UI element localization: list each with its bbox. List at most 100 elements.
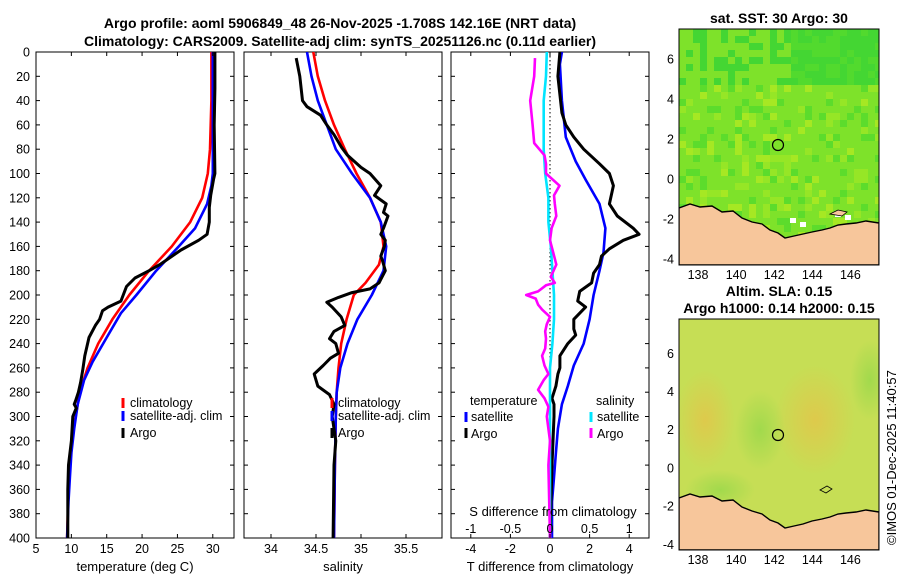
- sst-cell: [861, 113, 868, 120]
- sst-cell: [833, 155, 840, 162]
- map-x-tick-label: 140: [726, 553, 747, 567]
- sst-cell: [819, 29, 826, 36]
- sst-cell: [826, 120, 833, 127]
- sst-cell: [770, 57, 777, 64]
- sst-cell: [868, 50, 875, 57]
- sst-cell: [840, 99, 847, 106]
- sst-cell: [777, 78, 784, 85]
- sst-cell: [707, 141, 714, 148]
- legend-label-climatology: climatology: [130, 396, 193, 410]
- sst-cell: [875, 120, 879, 127]
- sla-anomaly-low: [735, 390, 785, 470]
- sst-cell: [756, 176, 763, 183]
- x2-tick-label: 0.5: [581, 522, 598, 536]
- sst-cell: [875, 211, 879, 218]
- y-tick-label: 360: [9, 483, 30, 497]
- sst-cell: [840, 29, 847, 36]
- sst-cell: [847, 43, 854, 50]
- sst-cell: [840, 64, 847, 71]
- sst-cell: [826, 141, 833, 148]
- sst-cell: [749, 106, 756, 113]
- sst-cell: [749, 211, 756, 218]
- sst-cell: [735, 148, 742, 155]
- sst-cell: [826, 99, 833, 106]
- sst-cell: [840, 36, 847, 43]
- sst-cell: [826, 36, 833, 43]
- sst-cell: [742, 169, 749, 176]
- sst-cell: [700, 197, 707, 204]
- sst-cell: [742, 113, 749, 120]
- sla-map-title: Altim. SLA: 0.15: [726, 283, 833, 299]
- x-tick-label: 20: [135, 542, 149, 556]
- sst-cell: [763, 141, 770, 148]
- sst-cell: [686, 176, 693, 183]
- map-x-tick-label: 142: [764, 553, 785, 567]
- sst-cell: [749, 197, 756, 204]
- sst-cell: [742, 78, 749, 85]
- y-tick-label: 260: [9, 361, 30, 375]
- sst-cell: [728, 141, 735, 148]
- map-y-tick-label: -2: [663, 500, 674, 514]
- sst-cell: [714, 155, 721, 162]
- sst-cell: [679, 176, 686, 183]
- map-y-tick-label: -4: [663, 538, 674, 552]
- sst-cell: [728, 71, 735, 78]
- sst-cell: [826, 155, 833, 162]
- sst-cell: [693, 148, 700, 155]
- sst-cell: [875, 106, 879, 113]
- sst-cell: [805, 36, 812, 43]
- sst-cell: [861, 127, 868, 134]
- sst-cell: [805, 29, 812, 36]
- map-y-tick-label: 2: [667, 423, 674, 437]
- sst-cell: [840, 169, 847, 176]
- sst-cell: [861, 169, 868, 176]
- sst-cell: [784, 29, 791, 36]
- sst-cell: [721, 57, 728, 64]
- sst-cell: [700, 43, 707, 50]
- sst-cell: [861, 71, 868, 78]
- sst-cell: [798, 106, 805, 113]
- sst-cell: [791, 29, 798, 36]
- sst-cell: [798, 36, 805, 43]
- sst-cell: [875, 85, 879, 92]
- sst-cell: [819, 36, 826, 43]
- sst-cell: [686, 183, 693, 190]
- sst-cell: [749, 57, 756, 64]
- y-tick-label: 40: [16, 94, 30, 108]
- sst-cell: [763, 176, 770, 183]
- sst-cell: [770, 99, 777, 106]
- sst-cell: [791, 50, 798, 57]
- sst-cell: [777, 57, 784, 64]
- map-y-tick-label: 0: [667, 461, 674, 475]
- difference-plot: [524, 52, 641, 538]
- sst-cell: [749, 204, 756, 211]
- sst-cell: [742, 162, 749, 169]
- legend-title-temperature: temperature: [470, 394, 537, 408]
- sst-cell: [679, 78, 686, 85]
- sst-cell: [756, 155, 763, 162]
- sst-cell: [854, 36, 861, 43]
- sst-cell: [812, 71, 819, 78]
- sst-cell: [693, 155, 700, 162]
- map-x-tick-label: 138: [688, 553, 709, 567]
- sst-cell: [819, 190, 826, 197]
- sst-missing-cell: [845, 215, 851, 220]
- sst-cell: [798, 127, 805, 134]
- sst-cell: [721, 134, 728, 141]
- sla-argo-location-marker: [771, 428, 785, 442]
- x-tick-label: 35.5: [394, 542, 418, 556]
- sst-cell: [756, 92, 763, 99]
- map-y-tick-label: 6: [667, 347, 674, 361]
- sst-cell: [714, 190, 721, 197]
- y-tick-label: 400: [9, 532, 30, 546]
- legend-label-satellite: satellite-adj. clim: [338, 409, 430, 423]
- sst-cell: [861, 120, 868, 127]
- sst-cell: [861, 85, 868, 92]
- sst-cell: [812, 197, 819, 204]
- sst-cell: [833, 113, 840, 120]
- sst-cell: [763, 190, 770, 197]
- sst-cell: [714, 85, 721, 92]
- sst-cell: [854, 71, 861, 78]
- sst-cell: [805, 64, 812, 71]
- sst-cell: [700, 85, 707, 92]
